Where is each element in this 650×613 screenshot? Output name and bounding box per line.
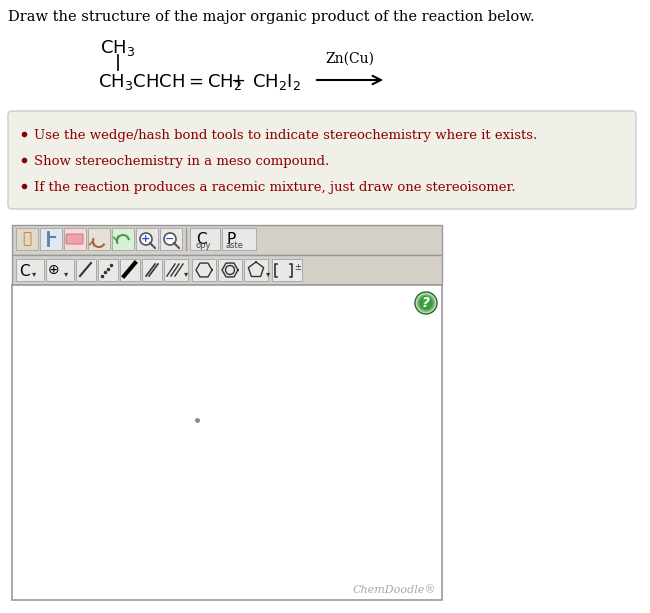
Bar	[142, 259, 162, 281]
Text: −: −	[165, 234, 175, 244]
Text: Zn(Cu): Zn(Cu)	[326, 52, 374, 66]
Circle shape	[423, 300, 429, 306]
Circle shape	[164, 233, 176, 245]
Bar	[12, 225, 442, 255]
Text: Use the wedge/hash bond tools to indicate stereochemistry where it exists.: Use the wedge/hash bond tools to indicat…	[34, 129, 538, 142]
Text: opy: opy	[196, 241, 211, 250]
Text: ±: ±	[294, 263, 301, 272]
Circle shape	[416, 293, 436, 313]
Bar	[218, 259, 242, 281]
Bar	[46, 259, 74, 281]
Bar	[192, 259, 216, 281]
Circle shape	[425, 302, 427, 304]
Circle shape	[140, 233, 152, 245]
Bar	[164, 259, 188, 281]
Bar	[222, 228, 256, 250]
Bar	[12, 255, 442, 285]
Text: ▾: ▾	[266, 269, 270, 278]
Text: +: +	[230, 72, 245, 90]
Text: ⊕: ⊕	[48, 263, 60, 277]
Circle shape	[417, 294, 435, 312]
Bar	[98, 259, 118, 281]
Circle shape	[419, 296, 433, 310]
Circle shape	[424, 301, 428, 305]
Bar	[190, 228, 220, 250]
Text: ✋: ✋	[23, 232, 32, 246]
Text: $\mathrm{CH_2I_2}$: $\mathrm{CH_2I_2}$	[252, 72, 301, 92]
Text: ?: ?	[422, 296, 430, 310]
Bar	[272, 259, 302, 281]
Bar	[76, 259, 96, 281]
Text: Show stereochemistry in a meso compound.: Show stereochemistry in a meso compound.	[34, 155, 330, 168]
Bar	[160, 228, 182, 250]
Text: C: C	[19, 264, 29, 279]
Bar	[120, 259, 140, 281]
Bar	[16, 259, 44, 281]
Text: C: C	[196, 232, 207, 247]
Bar	[64, 228, 86, 250]
FancyBboxPatch shape	[8, 111, 636, 209]
Text: ▾: ▾	[184, 269, 188, 278]
Bar	[112, 228, 134, 250]
Text: If the reaction produces a racemic mixture, just draw one stereoisomer.: If the reaction produces a racemic mixtu…	[34, 181, 515, 194]
Text: aste: aste	[226, 241, 244, 250]
Bar	[244, 259, 268, 281]
Bar	[40, 228, 62, 250]
Circle shape	[415, 292, 437, 314]
Circle shape	[418, 295, 434, 311]
Text: $\mathrm{CH_3CHCH{=}CH_2}$: $\mathrm{CH_3CHCH{=}CH_2}$	[98, 72, 242, 92]
Bar	[16, 228, 38, 250]
Circle shape	[420, 297, 432, 309]
Text: +: +	[142, 234, 151, 244]
Text: ▾: ▾	[64, 269, 68, 278]
Text: P: P	[226, 232, 235, 247]
Circle shape	[422, 299, 430, 307]
Text: Draw the structure of the major organic product of the reaction below.: Draw the structure of the major organic …	[8, 10, 534, 24]
Text: ▾: ▾	[32, 269, 36, 278]
FancyBboxPatch shape	[66, 234, 83, 244]
Bar	[12, 285, 442, 600]
Bar	[88, 228, 110, 250]
Text: $\mathrm{CH_3}$: $\mathrm{CH_3}$	[100, 38, 136, 58]
Text: ChemDoodle®: ChemDoodle®	[352, 585, 436, 595]
Bar	[136, 228, 158, 250]
Circle shape	[421, 298, 431, 308]
